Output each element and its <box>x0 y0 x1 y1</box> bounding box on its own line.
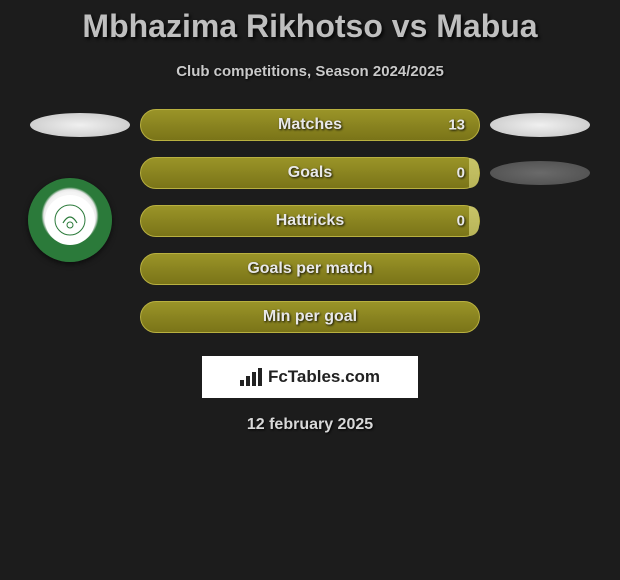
stat-label: Goals <box>288 164 332 182</box>
stat-pill: Hattricks 0 <box>140 205 480 237</box>
stat-row-gpm: Goals per match <box>0 252 620 286</box>
bar-icon-piece <box>240 380 244 386</box>
left-player-marker <box>20 113 140 137</box>
bar-icon-piece <box>246 376 250 386</box>
stat-value: 13 <box>448 117 465 134</box>
bar-icon-piece <box>258 368 262 386</box>
comparison-card: Mbhazima Rikhotso vs Mabua Club competit… <box>0 0 620 434</box>
stat-pill: Goals 0 <box>140 157 480 189</box>
page-subtitle: Club competitions, Season 2024/2025 <box>0 63 620 80</box>
stat-row-mpg: Min per goal <box>0 300 620 334</box>
club-badge <box>28 178 112 262</box>
stat-pill: Min per goal <box>140 301 480 333</box>
site-logo[interactable]: FcTables.com <box>202 356 418 398</box>
club-badge-inner <box>45 195 95 245</box>
page-title: Mbhazima Rikhotso vs Mabua <box>0 8 620 45</box>
stat-label: Min per goal <box>263 308 357 326</box>
footer-date: 12 february 2025 <box>0 416 620 434</box>
stat-value: 0 <box>457 213 465 230</box>
right-player-marker <box>480 161 600 185</box>
club-crest-icon <box>53 203 87 237</box>
player-ellipse-right <box>490 113 590 137</box>
stat-pill: Goals per match <box>140 253 480 285</box>
player-ellipse-left <box>30 113 130 137</box>
stat-label: Goals per match <box>247 260 372 278</box>
stat-label: Hattricks <box>276 212 344 230</box>
site-name: FcTables.com <box>268 367 380 387</box>
chart-icon <box>240 368 262 386</box>
stat-row-matches: Matches 13 <box>0 108 620 142</box>
stat-value: 0 <box>457 165 465 182</box>
bar-icon-piece <box>252 372 256 386</box>
right-player-marker <box>480 113 600 137</box>
player-ellipse-right-grey <box>490 161 590 185</box>
stat-label: Matches <box>278 116 342 134</box>
stat-pill: Matches 13 <box>140 109 480 141</box>
pill-highlight <box>469 158 479 188</box>
pill-highlight <box>469 206 479 236</box>
